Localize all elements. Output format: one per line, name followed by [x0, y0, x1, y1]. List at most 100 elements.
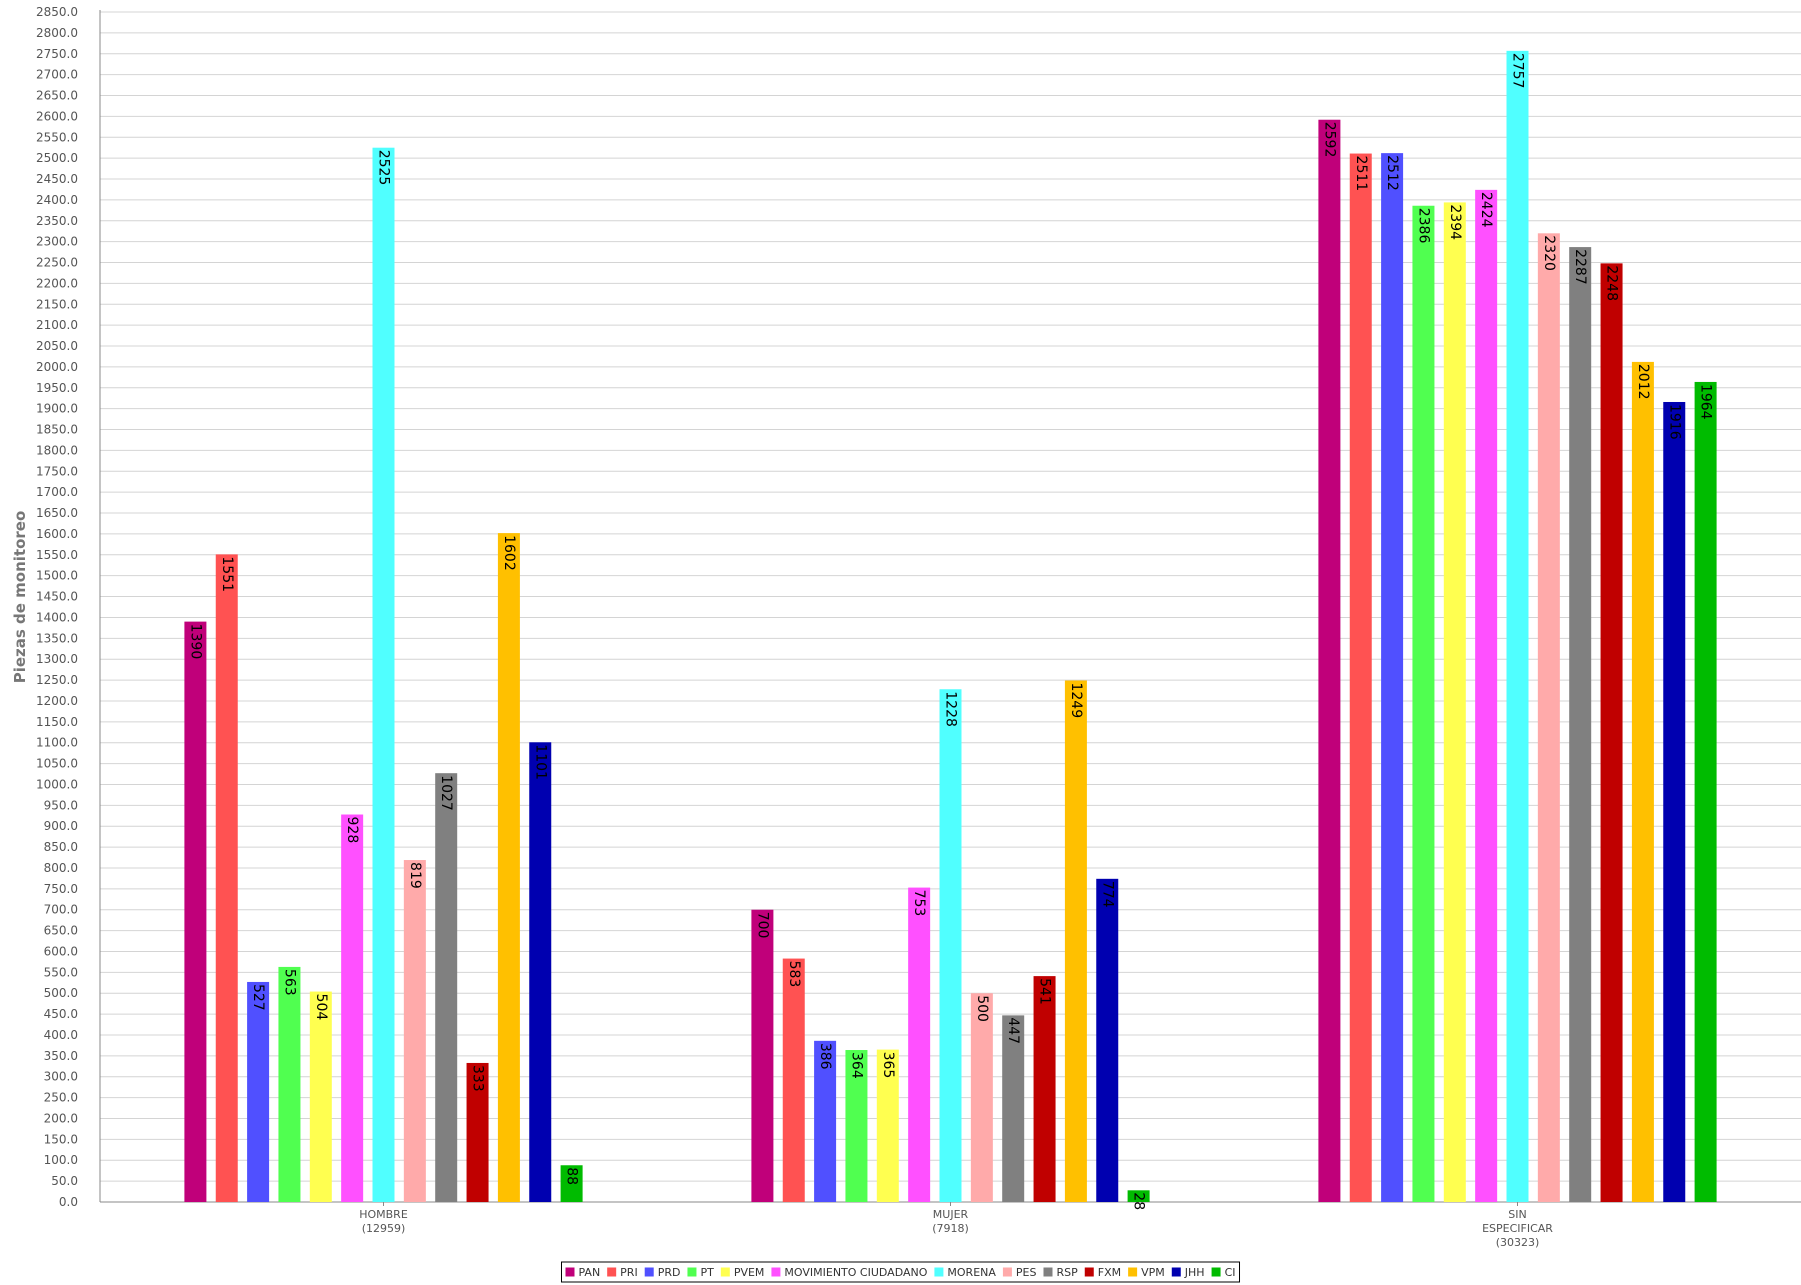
category-labels: HOMBRE(12959) MUJER(7918) SINESPECIFICAR(3…: [359, 1208, 1553, 1249]
y-tick-label: 2450.0: [36, 172, 78, 186]
y-tick-label: 2200.0: [36, 276, 78, 290]
data-label: 1390: [187, 624, 203, 660]
data-label: 2511: [1353, 156, 1369, 192]
bar: [1631, 361, 1654, 1203]
y-tick-label: 1750.0: [36, 464, 78, 478]
legend-swatch: [1084, 1267, 1094, 1277]
data-label: 2525: [376, 150, 392, 186]
data-label: 2287: [1572, 249, 1588, 285]
data-label: 333: [470, 1065, 486, 1092]
bar: [403, 860, 426, 1202]
y-tick-label: 2400.0: [36, 193, 78, 207]
bar: [939, 689, 962, 1202]
legend-label: PES: [1016, 1266, 1037, 1279]
y-tick-label: 650.0: [44, 924, 78, 938]
data-label: 88: [564, 1167, 580, 1185]
data-label: 504: [313, 994, 329, 1021]
y-tick-label: 2800.0: [36, 26, 78, 40]
data-labels: 1390 1551 527 563 504 928 2525 819 1027 333 1602 11…: [187, 53, 1713, 1210]
y-tick-label: 2750.0: [36, 47, 78, 61]
y-tick-label: 600.0: [44, 944, 78, 958]
y-tick-label: 450.0: [44, 1007, 78, 1021]
legend-swatch: [1002, 1267, 1012, 1277]
bar: [1064, 680, 1087, 1202]
bar: [466, 1062, 489, 1202]
legend-swatch: [934, 1267, 944, 1277]
y-tick-label: 750.0: [44, 882, 78, 896]
y-tick-label: 1500.0: [36, 569, 78, 583]
bar: [497, 533, 520, 1202]
x-tick-label: (7918): [932, 1222, 969, 1235]
bar: [1600, 263, 1623, 1202]
y-tick-label: 50.0: [51, 1174, 78, 1188]
bar: [1127, 1190, 1150, 1202]
bar: [970, 993, 993, 1202]
data-label: 2248: [1604, 265, 1620, 301]
legend-label: PVEM: [734, 1266, 765, 1279]
x-tick-label: (30323): [1496, 1236, 1540, 1249]
data-label: 583: [786, 961, 802, 988]
data-label: 2424: [1478, 192, 1494, 228]
data-label: 2394: [1447, 204, 1463, 240]
y-tick-label: 250.0: [44, 1091, 78, 1105]
y-tick-label: 100.0: [44, 1153, 78, 1167]
data-label: 753: [911, 890, 927, 917]
y-tick-label: 2300.0: [36, 235, 78, 249]
y-tick-label: 350.0: [44, 1049, 78, 1063]
bar: [1033, 976, 1056, 1202]
bar: [1569, 247, 1592, 1202]
y-tick-label: 1450.0: [36, 590, 78, 604]
y-tick-label: 1300.0: [36, 652, 78, 666]
legend-label: MORENA: [947, 1266, 996, 1279]
legend-swatch: [771, 1267, 781, 1277]
bar: [1506, 50, 1529, 1203]
y-tick-label: 2600.0: [36, 109, 78, 123]
y-tick-label: 1600.0: [36, 527, 78, 541]
bar: [1694, 381, 1717, 1202]
legend-label: CI: [1225, 1266, 1236, 1279]
legend-label: PT: [700, 1266, 714, 1279]
y-tick-label: 550.0: [44, 965, 78, 979]
data-label: 2320: [1541, 235, 1557, 271]
data-label: 2592: [1321, 122, 1337, 158]
bar: [876, 1049, 899, 1202]
legend-label: PRI: [620, 1266, 638, 1279]
x-tick-label: SIN: [1508, 1208, 1526, 1221]
data-label: 1551: [219, 556, 235, 592]
legend-swatch: [644, 1267, 654, 1277]
y-tick-label: 2550.0: [36, 130, 78, 144]
legend-label: RSP: [1056, 1266, 1078, 1279]
bar: [1349, 153, 1372, 1202]
y-tick-label: 1200.0: [36, 694, 78, 708]
y-tick-label: 2350.0: [36, 214, 78, 228]
bar: [341, 814, 364, 1202]
legend-swatch: [1171, 1267, 1181, 1277]
legend-swatch: [1211, 1267, 1221, 1277]
y-tick-label: 1550.0: [36, 548, 78, 562]
bar: [782, 958, 805, 1202]
data-label: 1602: [501, 535, 517, 571]
y-tick-label: 1650.0: [36, 506, 78, 520]
bar: [278, 966, 301, 1202]
legend-swatch: [565, 1267, 575, 1277]
y-tick-label: 500.0: [44, 986, 78, 1000]
bar: [372, 147, 395, 1202]
y-tick-label: 0.0: [59, 1195, 78, 1209]
legend-box: [560, 1261, 1241, 1283]
bar: [435, 773, 458, 1202]
data-label: 1228: [943, 691, 959, 727]
legend-label: MOVIMIENTO CIUDADANO: [784, 1266, 927, 1279]
y-tick-label: 1900.0: [36, 402, 78, 416]
y-tick-label: 2050.0: [36, 339, 78, 353]
bar: [247, 981, 270, 1202]
y-tick-label: 2250.0: [36, 256, 78, 270]
data-label: 1964: [1698, 384, 1714, 420]
y-tick-label: 1850.0: [36, 423, 78, 437]
bar: [1318, 119, 1341, 1202]
y-tick-label: 1350.0: [36, 631, 78, 645]
data-label: 1027: [438, 775, 454, 811]
y-tick-label: 1700.0: [36, 485, 78, 499]
data-label: 541: [1037, 978, 1053, 1005]
data-label: 774: [1099, 881, 1115, 908]
